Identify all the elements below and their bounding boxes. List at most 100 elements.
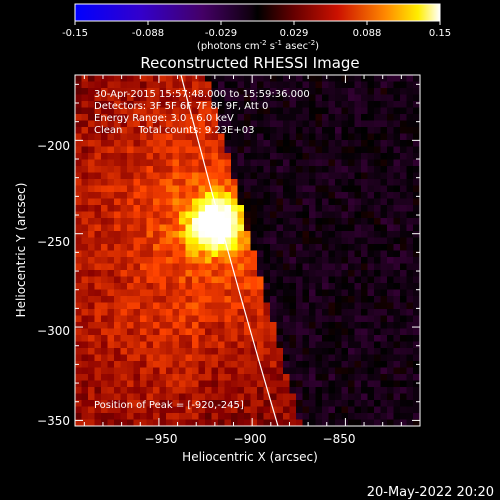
heatmap-cell [172,81,180,89]
heatmap-cell [257,88,264,95]
heatmap-cell [322,231,329,238]
heatmap-cell [296,172,303,180]
heatmap-cell [289,406,297,414]
heatmap-cell [140,380,147,388]
heatmap-cell [374,276,381,284]
heatmap-cell [257,146,264,154]
heatmap-cell [387,153,394,160]
heatmap-cell [231,127,238,134]
heatmap-cell [101,101,108,108]
heatmap-cell [205,244,212,251]
heatmap-cell [361,198,368,206]
heatmap-cell [354,153,362,160]
heatmap-cell [172,153,180,160]
heatmap-cell [159,322,167,329]
heatmap-cell [218,406,225,414]
heatmap-image [75,75,420,426]
heatmap-cell [88,133,95,141]
heatmap-cell [354,328,362,336]
heatmap-cell [172,263,180,271]
heatmap-cell [406,205,414,212]
heatmap-cell [270,198,277,206]
heatmap-cell [406,159,414,167]
heatmap-cell [127,413,134,420]
heatmap-cell [185,302,193,310]
heatmap-cell [270,413,277,420]
heatmap-cell [218,354,225,362]
heatmap-cell [250,159,258,167]
heatmap-cell [263,413,271,420]
heatmap-cell [413,185,420,193]
heatmap-cell [354,322,362,329]
heatmap-cell [270,205,277,212]
heatmap-cell [296,250,303,258]
heatmap-cell [270,127,277,134]
heatmap-cell [146,94,154,102]
heatmap-cell [354,133,362,141]
heatmap-cell [81,146,89,154]
heatmap-cell [380,302,388,310]
heatmap-cell [400,198,407,206]
heatmap-cell [283,400,290,407]
heatmap-cell [413,172,420,180]
heatmap-cell [140,88,147,95]
heatmap-cell [380,153,388,160]
heatmap-cell [393,179,401,186]
heatmap-cell [146,341,154,349]
heatmap-cell [88,231,95,238]
heatmap-cell [354,211,362,219]
heatmap-cell [211,296,219,303]
heatmap-cell [263,133,271,141]
heatmap-cell [166,361,173,368]
heatmap-cell [374,335,381,342]
heatmap-cell [120,179,128,186]
heatmap-cell [387,211,394,219]
heatmap-cell [419,257,420,264]
heatmap-cell [94,198,102,206]
heatmap-cell [374,127,381,134]
heatmap-cell [289,114,297,121]
heatmap-cell [348,81,355,89]
heatmap-cell [107,348,115,355]
heatmap-cell [335,94,342,102]
heatmap-cell [309,172,316,180]
heatmap-cell [192,146,199,154]
heatmap-cell [289,166,297,173]
heatmap-cell [179,94,186,102]
heatmap-cell [159,354,167,362]
heatmap-cell [406,309,414,316]
heatmap-cell [315,374,323,381]
heatmap-cell [185,127,193,134]
heatmap-cell [387,159,394,167]
heatmap-cell [322,315,329,323]
heatmap-cell [348,387,355,394]
heatmap-cell [257,75,264,82]
heatmap-cell [250,374,258,381]
heatmap-cell [120,315,128,323]
heatmap-cell [374,185,381,193]
heatmap-cell [211,400,219,407]
annotation-clean: Clean Total counts: 9.23E+03 [94,125,254,136]
heatmap-cell [192,263,199,271]
heatmap-cell [211,224,219,232]
heatmap-cell [387,224,394,232]
heatmap-cell [198,237,206,245]
heatmap-cell [244,81,251,89]
heatmap-cell [153,198,160,206]
heatmap-cell [179,205,186,212]
heatmap-cell [107,237,115,245]
heatmap-cell [224,114,232,121]
heatmap-cell [263,179,271,186]
colorbar-tick-label: 0.029 [280,28,309,39]
heatmap-cell [354,159,362,167]
heatmap-cell [348,276,355,284]
heatmap-cell [81,322,89,329]
heatmap-cell [244,250,251,258]
heatmap-cell [328,88,336,95]
heatmap-cell [218,367,225,375]
heatmap-cell [133,302,141,310]
heatmap-cell [140,172,147,180]
heatmap-cell [322,348,329,355]
heatmap-cell [387,406,394,414]
heatmap-cell [283,192,290,199]
